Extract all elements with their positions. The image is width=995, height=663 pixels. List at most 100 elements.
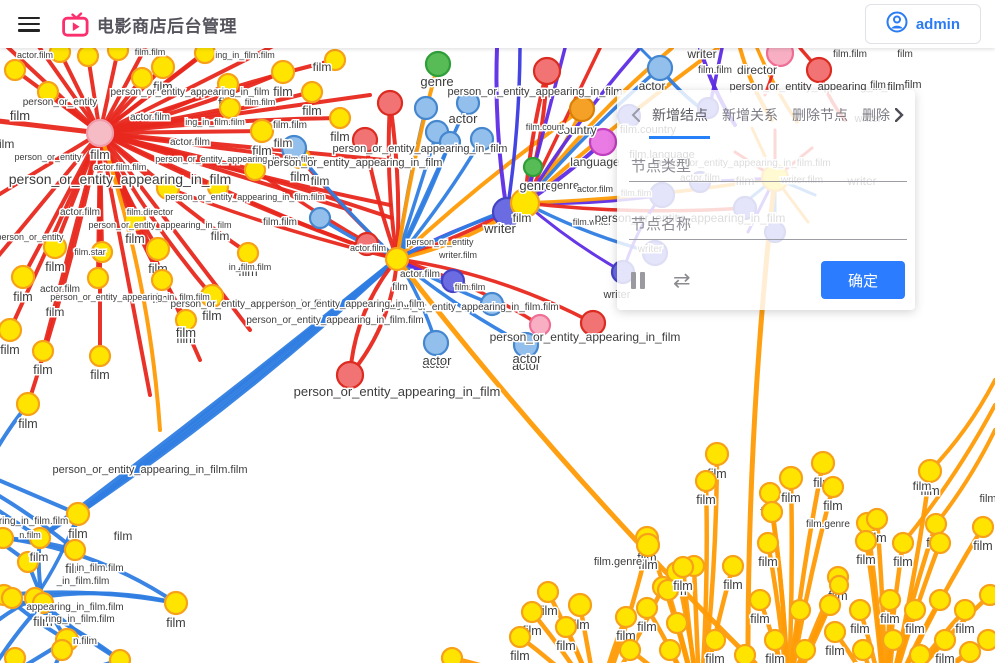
graph-node[interactable] <box>3 58 27 82</box>
graph-node[interactable] <box>31 339 55 363</box>
graph-node[interactable] <box>354 231 380 257</box>
graph-node[interactable] <box>671 555 695 579</box>
graph-node[interactable] <box>976 628 995 652</box>
graph-node[interactable] <box>90 240 114 264</box>
graph-node[interactable] <box>512 331 540 359</box>
graph-node[interactable] <box>438 130 462 154</box>
graph-node[interactable] <box>31 591 55 615</box>
graph-node[interactable] <box>978 583 995 607</box>
graph-node[interactable] <box>0 526 15 550</box>
graph-node[interactable] <box>520 600 544 624</box>
graph-node[interactable] <box>424 50 452 78</box>
graph-node[interactable] <box>818 593 842 617</box>
graph-node[interactable] <box>758 481 782 505</box>
graph-node[interactable] <box>778 465 804 491</box>
graph-node[interactable] <box>928 588 952 612</box>
graph-node[interactable] <box>42 234 68 260</box>
graph-node[interactable] <box>3 646 27 663</box>
graph-node[interactable] <box>328 106 352 130</box>
graph-node[interactable] <box>805 56 833 84</box>
graph-node[interactable] <box>854 529 878 553</box>
menu-toggle-icon[interactable] <box>18 16 40 32</box>
tab-add-node[interactable]: 新增结点 <box>652 107 708 123</box>
graph-node[interactable] <box>760 500 784 524</box>
graph-node[interactable] <box>36 80 60 104</box>
graph-node[interactable] <box>163 590 189 616</box>
graph-node[interactable] <box>703 628 727 652</box>
graph-node[interactable] <box>479 291 505 317</box>
graph-node[interactable] <box>0 586 24 610</box>
graph-node[interactable] <box>440 646 464 663</box>
graph-node[interactable] <box>865 507 889 531</box>
graph-node[interactable] <box>422 329 450 357</box>
graph-node[interactable] <box>522 156 544 178</box>
graph-node[interactable] <box>536 580 560 604</box>
graph-node[interactable] <box>828 574 850 596</box>
graph-node[interactable] <box>16 550 40 574</box>
swap-direction-icon[interactable]: ⇄ <box>673 268 691 292</box>
confirm-button[interactable]: 确定 <box>821 261 905 299</box>
graph-node[interactable] <box>748 588 772 612</box>
graph-node[interactable] <box>891 531 915 555</box>
graph-node[interactable] <box>150 54 176 80</box>
graph-node[interactable] <box>145 236 171 262</box>
graph-node[interactable] <box>810 450 836 476</box>
graph-node[interactable] <box>509 187 541 219</box>
graph-node[interactable] <box>413 95 439 121</box>
pause-layout-icon[interactable] <box>631 271 645 289</box>
graph-node[interactable] <box>881 628 905 652</box>
graph-node[interactable] <box>924 512 948 536</box>
graph-node[interactable] <box>123 208 147 232</box>
graph-node[interactable] <box>300 80 324 104</box>
graph-node[interactable] <box>0 317 23 343</box>
graph-node[interactable] <box>933 628 957 652</box>
node-name-input[interactable] <box>629 210 907 240</box>
graph-node[interactable] <box>665 611 689 635</box>
graph-node[interactable] <box>635 596 659 620</box>
graph-node[interactable] <box>567 592 593 618</box>
graph-node[interactable] <box>155 175 181 201</box>
graph-node[interactable] <box>351 126 379 154</box>
graph-node[interactable] <box>851 638 875 662</box>
graph-node[interactable] <box>763 628 787 652</box>
graph-node[interactable] <box>216 72 240 96</box>
graph-node[interactable] <box>614 605 638 629</box>
graph-node[interactable] <box>579 309 607 337</box>
graph-node[interactable] <box>971 515 995 539</box>
graph-node[interactable] <box>63 538 87 562</box>
graph-node[interactable] <box>618 638 642 662</box>
graph-node[interactable] <box>928 531 952 555</box>
graph-node[interactable] <box>733 643 757 663</box>
graph-node[interactable] <box>323 48 347 72</box>
graph-node[interactable] <box>308 206 332 230</box>
graph-node[interactable] <box>903 598 927 622</box>
graph-node[interactable] <box>76 44 100 68</box>
graph-node[interactable] <box>793 638 817 662</box>
graph-node[interactable] <box>440 268 466 294</box>
graph-node[interactable] <box>280 134 308 162</box>
graph-node[interactable] <box>848 598 872 622</box>
graph-node[interactable] <box>15 391 41 417</box>
graph-node[interactable] <box>646 54 674 82</box>
graph-node[interactable] <box>335 360 365 390</box>
graph-node[interactable] <box>694 469 718 493</box>
graph-node[interactable] <box>10 264 36 290</box>
tabs-scroll-left-button[interactable] <box>625 105 645 125</box>
graph-node[interactable] <box>174 308 198 332</box>
graph-node[interactable] <box>469 126 495 152</box>
graph-node[interactable] <box>953 598 977 622</box>
graph-node[interactable] <box>588 127 618 157</box>
graph-node[interactable] <box>376 89 404 117</box>
tabs-scroll-right-button[interactable] <box>889 105 909 125</box>
graph-node[interactable] <box>788 598 812 622</box>
graph-node[interactable] <box>65 501 91 527</box>
graph-node[interactable] <box>270 59 296 85</box>
graph-node[interactable] <box>88 344 112 368</box>
graph-node[interactable] <box>721 554 745 578</box>
tab-delete-relation[interactable]: 删除 <box>862 107 890 123</box>
graph-node[interactable] <box>218 96 242 120</box>
graph-node[interactable] <box>384 246 410 272</box>
graph-node[interactable] <box>823 620 847 644</box>
graph-node[interactable] <box>85 118 115 148</box>
graph-node[interactable] <box>635 532 661 558</box>
